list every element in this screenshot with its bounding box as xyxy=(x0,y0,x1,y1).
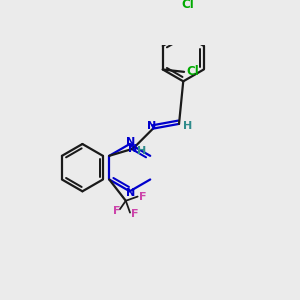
Text: Cl: Cl xyxy=(186,65,199,78)
Text: H: H xyxy=(137,146,146,156)
Text: N: N xyxy=(147,121,156,131)
Text: Cl: Cl xyxy=(181,0,194,11)
Text: H: H xyxy=(183,122,192,131)
Text: N: N xyxy=(128,144,137,154)
Text: F: F xyxy=(113,206,120,216)
Text: N: N xyxy=(126,137,135,147)
Text: F: F xyxy=(131,209,139,219)
Text: F: F xyxy=(139,192,146,202)
Text: N: N xyxy=(126,188,135,198)
